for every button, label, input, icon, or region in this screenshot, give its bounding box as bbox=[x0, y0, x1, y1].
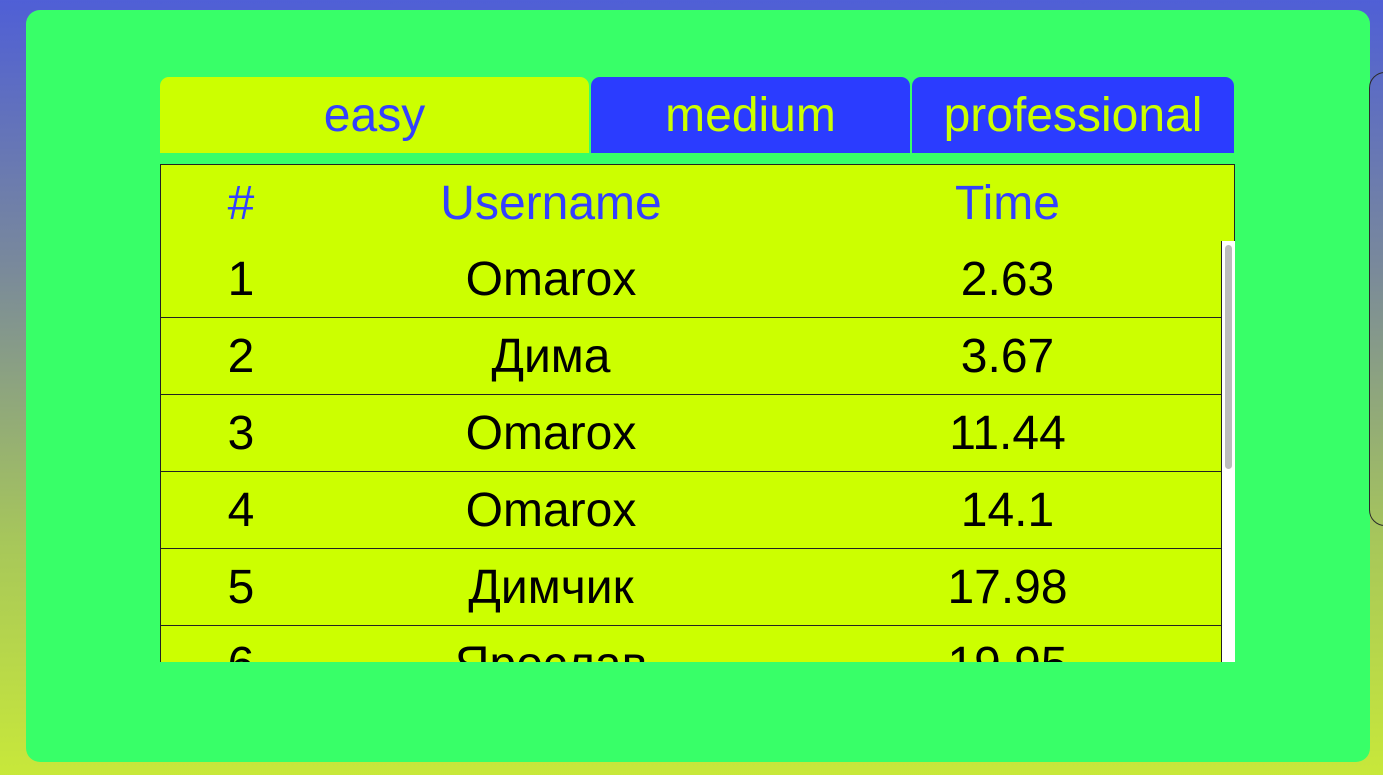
row-rank: 2 bbox=[227, 329, 255, 383]
table-row: 1 Omarox 2.63 bbox=[160, 241, 1222, 318]
row-rank: 3 bbox=[227, 406, 255, 460]
row-time: 2.63 bbox=[960, 252, 1055, 306]
tab-easy[interactable]: easy bbox=[160, 77, 589, 153]
row-username: Omarox bbox=[465, 406, 637, 460]
table-row: 6 Ярослав 19.95 bbox=[160, 626, 1222, 662]
row-username: Дима bbox=[491, 329, 611, 383]
header-rank: # bbox=[227, 176, 255, 230]
row-rank: 4 bbox=[227, 483, 255, 537]
side-panel-edge bbox=[1369, 72, 1383, 526]
header-username: Username bbox=[440, 176, 662, 230]
tab-medium[interactable]: medium bbox=[591, 77, 910, 153]
table-row: 4 Omarox 14.1 bbox=[160, 472, 1222, 549]
table-row: 3 Omarox 11.44 bbox=[160, 395, 1222, 472]
row-rank: 1 bbox=[227, 252, 255, 306]
table-row: 2 Дима 3.67 bbox=[160, 318, 1222, 395]
scrollbar-thumb[interactable] bbox=[1225, 245, 1232, 469]
row-username: Omarox bbox=[465, 483, 637, 537]
row-time: 14.1 bbox=[960, 483, 1055, 537]
row-time: 19.95 bbox=[781, 626, 1222, 663]
table-scrollbar[interactable] bbox=[1222, 241, 1235, 662]
row-time: 3.67 bbox=[960, 329, 1055, 383]
row-username: Димчик bbox=[468, 560, 634, 614]
row-time: 11.44 bbox=[949, 406, 1066, 460]
row-username: Ярослав bbox=[321, 626, 781, 663]
table-body[interactable]: 1 Omarox 2.63 2 Дима 3.67 3 Omarox 11.44… bbox=[160, 241, 1222, 662]
header-time: Time bbox=[955, 176, 1060, 230]
row-rank: 6 bbox=[161, 626, 321, 663]
difficulty-tabs: easy medium professional bbox=[160, 77, 1234, 153]
leaderboard-table: # Username Time 1 Omarox 2.63 2 Дима 3.6… bbox=[160, 164, 1235, 662]
row-username: Omarox bbox=[465, 252, 637, 306]
row-time: 17.98 bbox=[947, 560, 1068, 614]
table-header: # Username Time bbox=[160, 164, 1235, 242]
row-rank: 5 bbox=[227, 560, 255, 614]
tab-professional[interactable]: professional bbox=[912, 77, 1234, 153]
table-row: 5 Димчик 17.98 bbox=[160, 549, 1222, 626]
